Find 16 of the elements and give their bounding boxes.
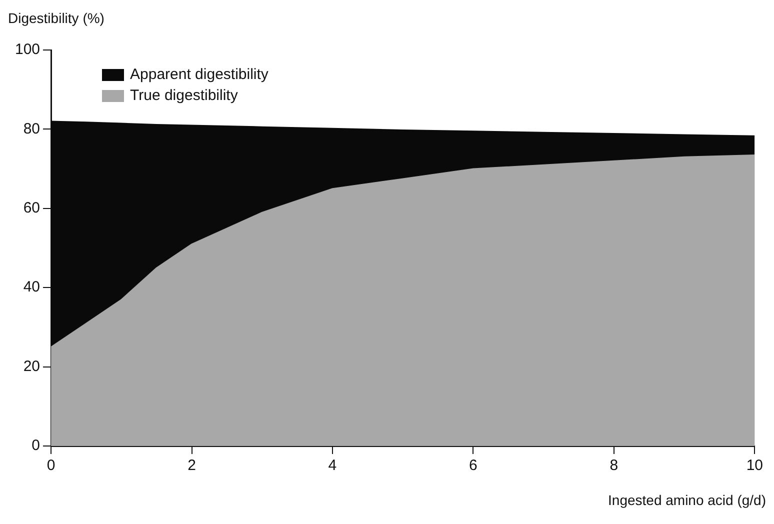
x-tick-label: 0 [46, 457, 56, 474]
y-tick-label: 0 [32, 437, 40, 454]
x-tick-label: 10 [746, 457, 763, 474]
legend-label: True digestibility [130, 87, 238, 104]
y-tick-label: 60 [23, 200, 40, 217]
y-tick-label: 80 [23, 120, 40, 138]
x-axis-title: Ingested amino acid (g/d) [608, 492, 766, 508]
y-axis-title: Digestibility (%) [8, 10, 104, 26]
x-tick-label: 6 [469, 457, 478, 474]
x-tick-label: 4 [328, 457, 337, 474]
y-tick-label: 20 [23, 358, 40, 375]
y-tick-label: 100 [14, 41, 40, 58]
legend-label: Apparent digestibility [130, 66, 268, 83]
x-tick-label: 8 [610, 457, 618, 474]
x-tick-label: 2 [188, 457, 196, 474]
y-tick-label: 40 [23, 278, 40, 296]
